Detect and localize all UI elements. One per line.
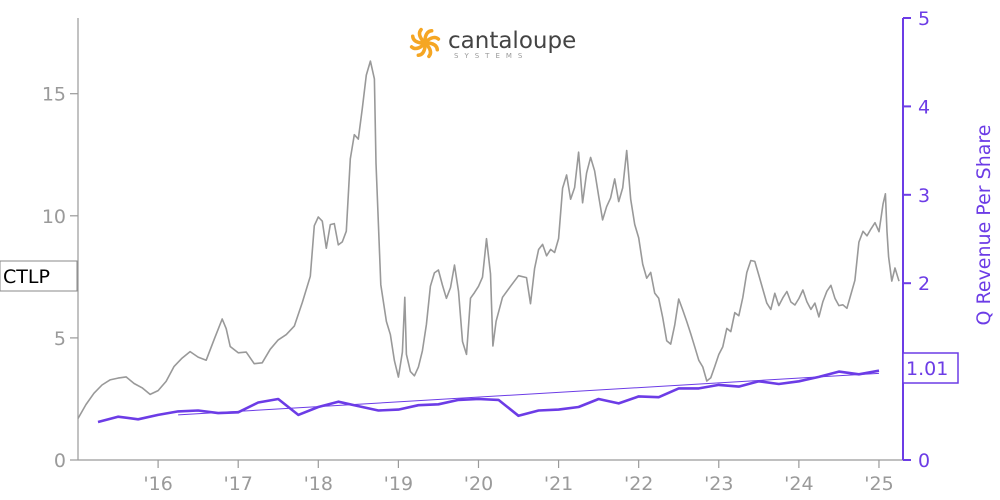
logo-name: cantaloupe [448, 28, 576, 54]
right-tick-label: 4 [918, 96, 930, 118]
left-tick-label: 10 [42, 206, 66, 228]
ticker-tag-box [0, 260, 78, 292]
x-tick-label: '17 [223, 473, 252, 495]
logo-petal [423, 28, 434, 41]
right-axis-title: Q Revenue Per Share [973, 125, 995, 326]
company-logo: cantaloupe SYSTEMS [409, 27, 576, 60]
price-series-line [77, 60, 900, 419]
right-axis-ticks: 012345 [903, 8, 930, 472]
x-tick-label: '18 [304, 473, 333, 495]
x-tick-label: '19 [384, 473, 413, 495]
ticker-label: CTLP [3, 266, 50, 288]
x-tick-label: '16 [143, 473, 172, 495]
left-tick-label: 15 [42, 84, 66, 106]
last-revenue-label: 1.01 [906, 358, 948, 380]
logo-petal [427, 41, 440, 52]
last-value-tag: 1.01 [902, 352, 959, 384]
left-tick-label: 5 [54, 328, 66, 350]
x-tick-label: '22 [624, 473, 653, 495]
series-layer [77, 60, 900, 424]
logo-petal [410, 34, 423, 45]
logo-subtitle: SYSTEMS [454, 52, 528, 60]
last-value-box [902, 352, 959, 384]
ticker-tag: CTLP [0, 260, 78, 292]
x-tick-label: '20 [464, 473, 493, 495]
logo-center [422, 40, 428, 46]
left-tick-label: 0 [54, 450, 66, 472]
right-tick-label: 2 [918, 273, 930, 295]
left-axis-ticks: 0 5 10 15 [42, 84, 78, 472]
logo-petal [417, 27, 424, 42]
revenue-series-line [97, 369, 880, 424]
logo-petal [416, 45, 427, 58]
logo-petal [426, 35, 441, 42]
x-tick-label: '24 [784, 473, 813, 495]
axes [77, 18, 904, 461]
right-tick-label: 3 [918, 185, 930, 207]
right-tick-label: 5 [918, 8, 930, 30]
cantaloupe-logo-icon [409, 27, 441, 59]
x-tick-label: '23 [704, 473, 733, 495]
logo-petal [409, 44, 424, 51]
revenue-trend-line [178, 372, 880, 416]
logo-petal [426, 44, 433, 59]
x-axis-ticks: '16 '17 '18 '19 '20 '21 '22 '23 '24 '25 [143, 460, 894, 495]
x-tick-label: '21 [544, 473, 573, 495]
right-tick-label: 0 [918, 450, 930, 472]
x-tick-label: '25 [864, 473, 893, 495]
